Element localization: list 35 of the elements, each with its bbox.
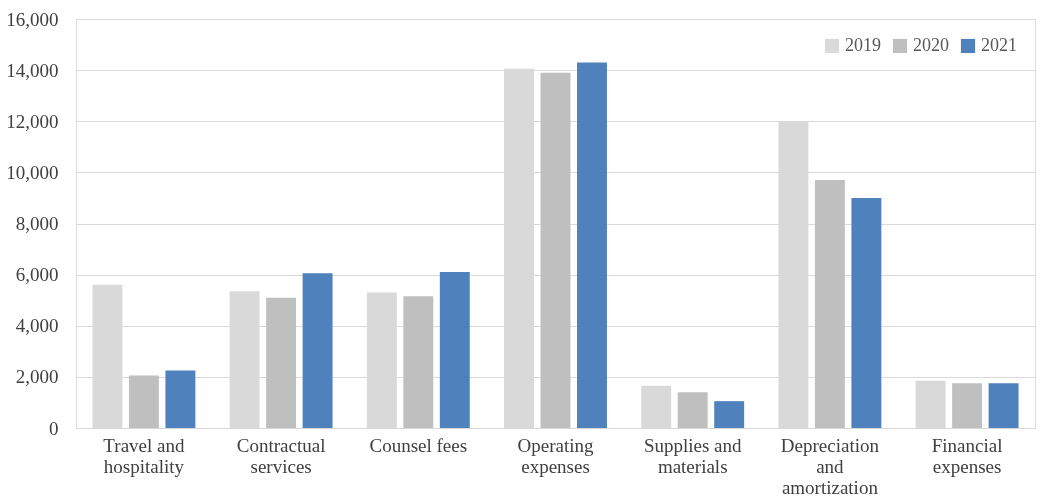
bar: [677, 392, 708, 428]
legend-label: 2019: [845, 35, 881, 55]
bar: [403, 296, 434, 428]
y-tick-label: 0: [49, 417, 59, 439]
x-tick-label: Contractual services: [236, 434, 326, 477]
y-tick-label: 4,000: [15, 315, 59, 337]
bar: [814, 180, 845, 428]
legend-label: 2020: [913, 35, 949, 55]
bar: [577, 62, 607, 428]
y-tick-label: 2,000: [15, 366, 59, 388]
bar: [439, 272, 470, 428]
bar: [915, 380, 946, 428]
y-tick-label: 12,000: [6, 110, 59, 132]
x-tick-label: Counsel fees: [369, 434, 468, 456]
y-tick-label: 10,000: [6, 161, 59, 183]
bar: [128, 375, 159, 428]
x-tick-label: Depreciation and amortization: [780, 434, 880, 498]
x-tick-label: Financial expenses: [931, 434, 1003, 477]
bar: [952, 383, 983, 428]
bar: [302, 273, 333, 428]
bar: [266, 297, 297, 428]
bar: [540, 72, 571, 428]
y-tick-label: 16,000: [6, 8, 59, 30]
legend-label: 2021: [981, 35, 1017, 55]
y-tick-label: 6,000: [15, 264, 59, 286]
bar: [988, 383, 1019, 428]
bar: [714, 401, 745, 428]
y-tick-label: 14,000: [6, 59, 59, 81]
bar: [165, 370, 196, 428]
x-tick-label: Supplies and materials: [643, 434, 743, 477]
y-tick-label: 8,000: [15, 213, 59, 234]
x-tick-label: Travel and hospitality: [103, 434, 185, 477]
bar: [851, 197, 882, 428]
bar: [641, 385, 672, 428]
x-tick-label: Operating expenses: [517, 434, 594, 477]
